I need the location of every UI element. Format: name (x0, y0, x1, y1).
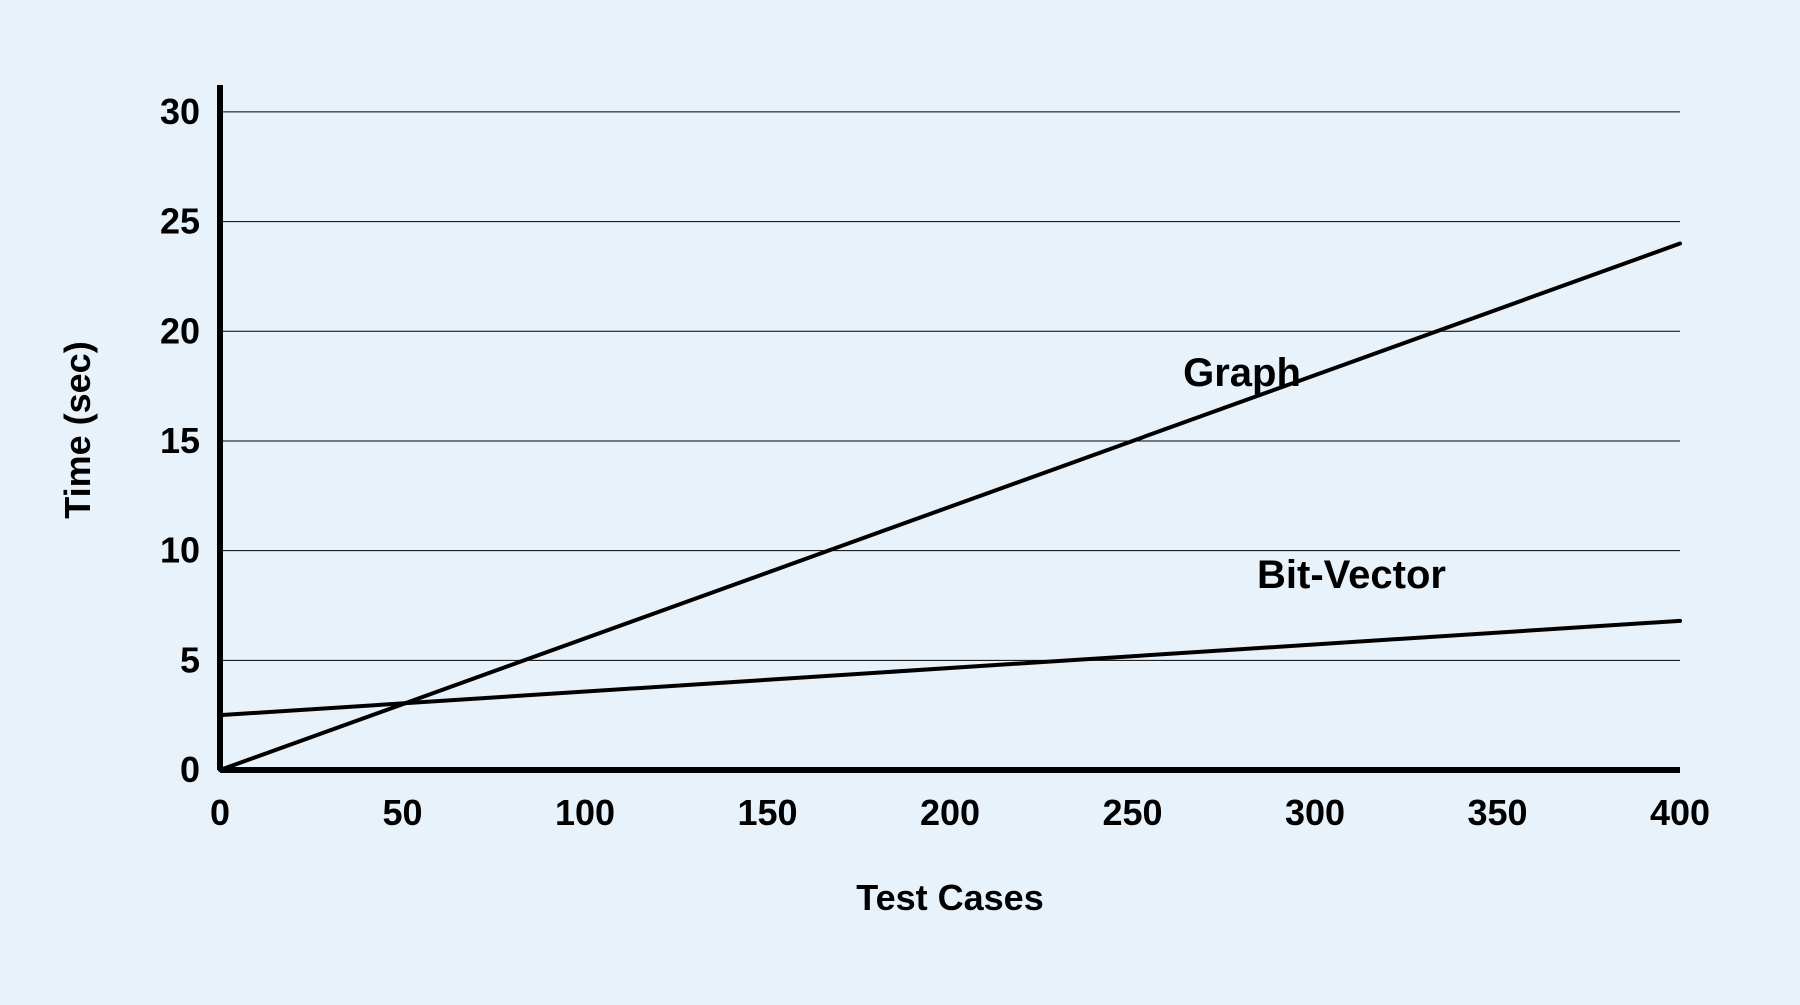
x-tick-label: 200 (920, 792, 980, 833)
x-tick-label: 0 (210, 792, 230, 833)
x-tick-label: 300 (1285, 792, 1345, 833)
y-tick-label: 25 (160, 201, 200, 242)
y-tick-label: 0 (180, 749, 200, 790)
x-tick-label: 400 (1650, 792, 1710, 833)
y-axis-label: Time (sec) (57, 341, 98, 518)
x-tick-label: 50 (382, 792, 422, 833)
line-chart: 051015202530050100150200250300350400Grap… (0, 0, 1800, 1005)
y-tick-label: 5 (180, 639, 200, 680)
y-tick-label: 30 (160, 91, 200, 132)
x-tick-label: 100 (555, 792, 615, 833)
x-tick-label: 350 (1467, 792, 1527, 833)
x-tick-label: 150 (737, 792, 797, 833)
series-label-bit-vector: Bit-Vector (1257, 553, 1446, 597)
y-tick-label: 15 (160, 420, 200, 461)
chart-background (0, 0, 1800, 1005)
x-axis-label: Test Cases (856, 877, 1043, 918)
series-label-graph: Graph (1183, 351, 1301, 395)
y-tick-label: 10 (160, 530, 200, 571)
x-tick-label: 250 (1102, 792, 1162, 833)
y-tick-label: 20 (160, 310, 200, 351)
